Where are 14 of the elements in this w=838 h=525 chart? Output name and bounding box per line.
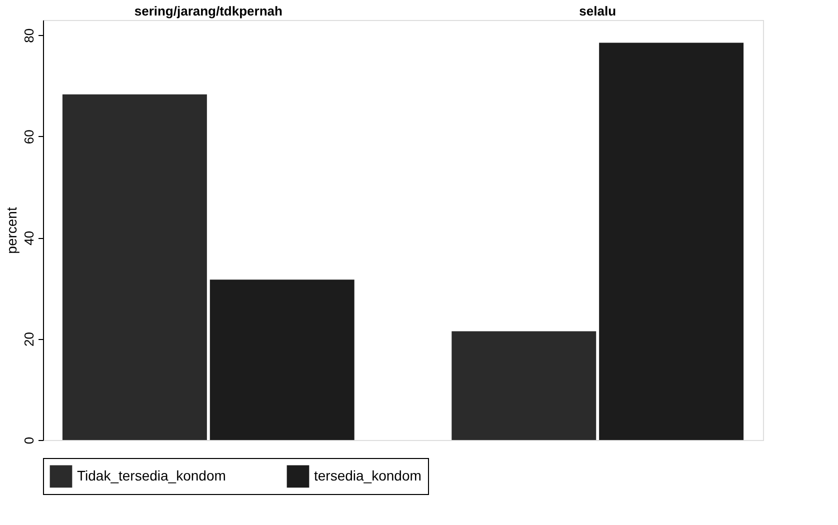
y-tick-label: 0 [22,436,36,444]
x-tick-label: selalu [579,4,616,18]
bar [599,42,744,440]
legend-label: tersedia_kondom [314,467,422,484]
legend-label: Tidak_tersedia_kondom [77,467,226,484]
x-tick-label: sering/jarang/tdkpernah [134,4,283,18]
y-tick-label: 40 [22,230,36,246]
bar [62,94,207,440]
bar [210,280,354,440]
y-tick-label: 80 [22,28,36,43]
y-tick-label: 60 [22,130,36,144]
y-tick-label: 20 [22,332,36,347]
bar [452,331,596,440]
y-axis-title: percent [4,207,20,254]
